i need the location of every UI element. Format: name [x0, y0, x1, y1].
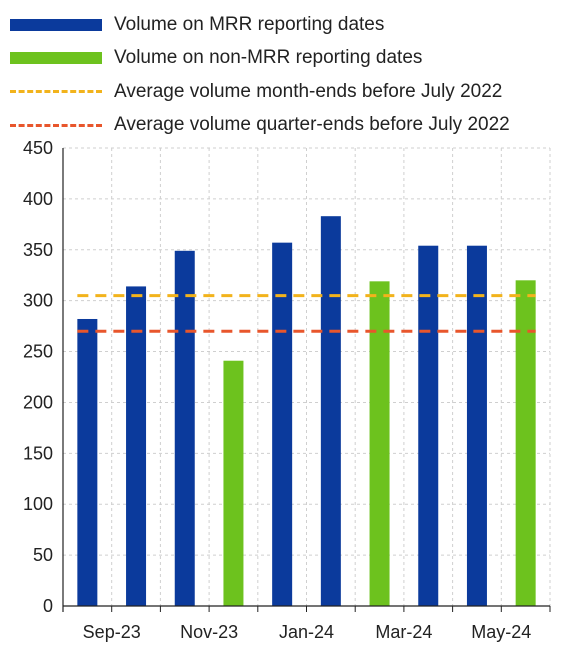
legend-item: Volume on non-MRR reporting dates: [10, 42, 570, 76]
y-tick-label: 100: [23, 494, 53, 514]
x-tick-label: Jan-24: [279, 622, 334, 642]
bar-non-mrr: [515, 280, 536, 606]
y-tick-label: 300: [23, 291, 53, 311]
x-tick-label: Sep-23: [83, 622, 141, 642]
legend-swatch: [10, 52, 102, 65]
y-tick-label: 50: [33, 545, 53, 565]
bar-mrr: [126, 286, 147, 606]
x-tick-label: Nov-23: [180, 622, 238, 642]
bar-mrr: [418, 245, 439, 606]
legend-label: Volume on non-MRR reporting dates: [114, 47, 423, 69]
legend-label: Average volume quarter-ends before July …: [114, 114, 510, 136]
x-tick-label: Mar-24: [375, 622, 432, 642]
legend-item: Volume on MRR reporting dates: [10, 8, 570, 42]
y-tick-label: 350: [23, 240, 53, 260]
y-tick-label: 250: [23, 342, 53, 362]
legend-label: Volume on MRR reporting dates: [114, 13, 385, 35]
y-tick-label: 200: [23, 392, 53, 412]
y-tick-label: 0: [43, 596, 53, 616]
legend-swatch: [10, 90, 102, 94]
legend-item: Average volume month-ends before July 20…: [10, 75, 570, 109]
bar-mrr: [77, 318, 98, 606]
legend-item: Average volume quarter-ends before July …: [10, 109, 570, 143]
bar-mrr: [174, 250, 195, 606]
x-tick-label: May-24: [471, 622, 531, 642]
y-tick-label: 400: [23, 189, 53, 209]
y-tick-label: 150: [23, 443, 53, 463]
legend-swatch: [10, 18, 102, 31]
legend: Volume on MRR reporting dates Volume on n…: [10, 8, 570, 142]
bar-mrr: [320, 216, 341, 607]
bar-non-mrr: [369, 281, 390, 606]
y-tick-label: 450: [23, 138, 53, 158]
bar-mrr: [466, 245, 487, 606]
legend-swatch: [10, 123, 102, 127]
legend-label: Average volume month-ends before July 20…: [114, 80, 503, 102]
bar-mrr: [272, 242, 293, 607]
bar-non-mrr: [223, 360, 244, 606]
